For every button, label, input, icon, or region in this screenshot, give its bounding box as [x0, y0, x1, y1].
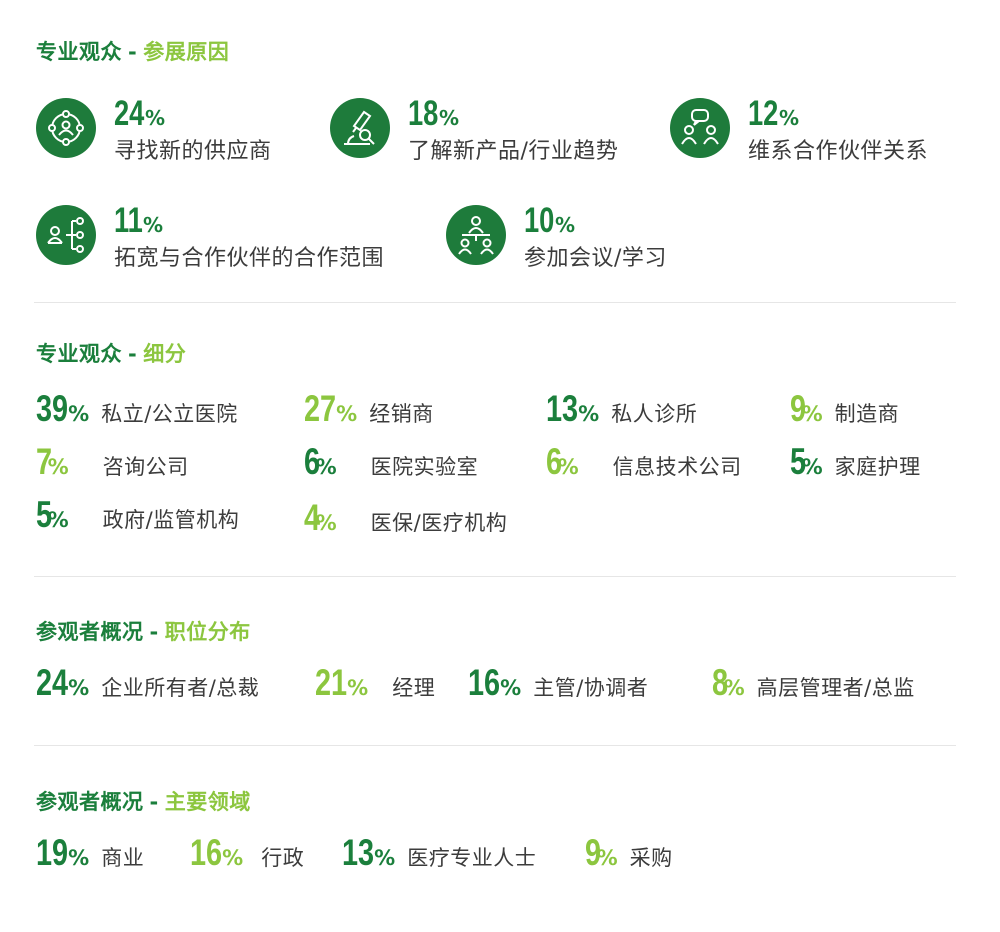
position-item: 24% 企业所有者/总裁 [36, 662, 260, 703]
meeting-icon [446, 205, 506, 265]
reason-item: 11% 拓宽与合作伙伴的合作范围 [36, 203, 384, 272]
divider [34, 576, 956, 577]
segment-item: 9% 制造商 [790, 388, 900, 429]
network-person-icon [36, 98, 96, 158]
segment-item: 7% 咨询公司 [36, 441, 189, 482]
reason-item: 10% 参加会议/学习 [446, 203, 667, 272]
reason-item: 24% 寻找新的供应商 [36, 96, 272, 165]
segment-item: 6% 医院实验室 [304, 441, 479, 482]
segment-item: 5% 政府/监管机构 [36, 494, 240, 535]
reason-item: 18% 了解新产品/行业趋势 [330, 96, 618, 165]
position-item: 21% 经理 [315, 662, 436, 703]
segment-item: 13% 私人诊所 [546, 388, 698, 429]
area-item: 19% 商业 [36, 832, 145, 873]
reason-item: 12% 维系合作伙伴关系 [670, 96, 928, 165]
area-item: 13% 医疗专业人士 [342, 832, 537, 873]
section-title-positions: 参观者概况 - 职位分布 [36, 620, 251, 644]
section-title-segments: 专业观众 - 细分 [36, 342, 187, 366]
position-item: 8% 高层管理者/总监 [712, 662, 915, 703]
area-item: 16% 行政 [190, 832, 305, 873]
segment-item: 4% 医保/医疗机构 [304, 497, 508, 538]
hierarchy-icon [36, 205, 96, 265]
microscope-icon [330, 98, 390, 158]
segment-item: 27% 经销商 [304, 388, 434, 429]
segment-item: 39% 私立/公立医院 [36, 388, 238, 429]
chat-people-icon [670, 98, 730, 158]
section-title-reasons: 专业观众 - 参展原因 [36, 40, 230, 64]
position-item: 16% 主管/协调者 [468, 662, 649, 703]
divider [34, 745, 956, 746]
divider [34, 302, 956, 303]
section-title-areas: 参观者概况 - 主要领域 [36, 790, 251, 814]
area-item: 9% 采购 [585, 832, 673, 873]
segment-item: 6% 信息技术公司 [546, 441, 742, 482]
segment-item: 5% 家庭护理 [790, 441, 921, 482]
